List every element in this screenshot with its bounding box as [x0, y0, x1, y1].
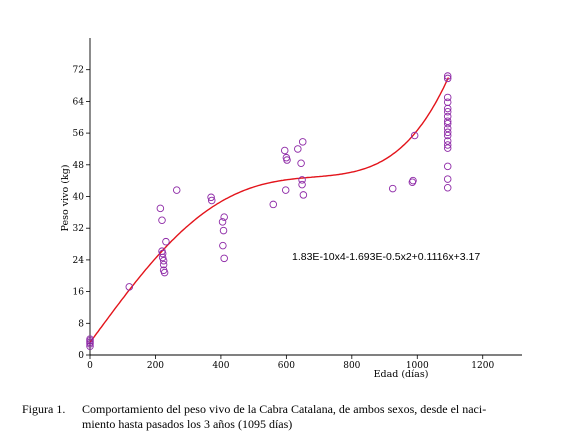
data-point [280, 146, 289, 155]
data-point [443, 98, 452, 106]
data-point [218, 218, 227, 226]
data-point [294, 145, 302, 153]
y-tick-label: 72 [73, 66, 84, 76]
data-point [162, 237, 170, 246]
data-point [86, 335, 94, 343]
y-tick-label: 40 [73, 193, 85, 203]
data-point [443, 124, 452, 133]
data-point [158, 249, 167, 258]
y-tick-label: 64 [73, 97, 85, 107]
data-point [283, 156, 291, 164]
data-point [443, 175, 452, 183]
y-tick-label: 0 [78, 351, 84, 361]
caption-line-1: Comportamiento del peso vivo de la Cabra… [82, 402, 487, 416]
data-point [443, 162, 452, 171]
data-point [220, 254, 228, 263]
y-tick-label: 56 [73, 129, 85, 139]
x-tick-label: 400 [212, 361, 229, 371]
data-point [443, 93, 452, 102]
data-point [443, 72, 452, 80]
data-point [219, 226, 228, 235]
y-axis-title: Peso vivo (kg) [60, 165, 71, 232]
data-point [443, 141, 452, 149]
data-point [281, 186, 290, 194]
data-point [298, 176, 306, 184]
x-tick-label: 1200 [471, 361, 494, 371]
data-point [443, 184, 452, 192]
chart: 0 200 400 600 800 1000 1200081624324048566472 … [60, 38, 522, 380]
data-point [443, 128, 452, 137]
data-point [298, 180, 306, 189]
x-tick-label: 200 [147, 361, 164, 371]
data-point [410, 131, 419, 140]
data-point [443, 107, 452, 116]
y-tick-label: 48 [73, 161, 85, 171]
ticks: 0 200 400 600 800 1000 1200 0 8 16 24 32 40 48 56 64 72 [73, 66, 495, 371]
data-point [269, 200, 278, 209]
data-point [86, 342, 94, 351]
x-axis-title: Edad (días) [374, 369, 429, 380]
trend-line [89, 77, 450, 343]
data-point [443, 112, 452, 121]
data-point [156, 204, 165, 213]
y-tick-label: 8 [78, 319, 84, 329]
x-tick-label: 1000 [406, 361, 429, 371]
figure-caption: Figura 1. Comportamiento del peso vivo de… [22, 402, 562, 432]
data-point [443, 144, 452, 152]
data-point [443, 74, 452, 83]
data-point [443, 137, 452, 145]
x-tick-label: 0 [87, 361, 93, 371]
y-tick-label: 32 [73, 224, 84, 234]
data-point [443, 119, 452, 128]
data-point [298, 138, 307, 146]
data-point [207, 193, 215, 202]
data-point [158, 216, 166, 225]
data-points [86, 72, 452, 351]
data-point [125, 283, 134, 291]
caption-line-2: miento hasta pasados los 3 años (1095 dí… [82, 417, 293, 431]
data-point [443, 104, 452, 113]
x-tick-label: 800 [343, 361, 360, 371]
data-point [158, 253, 167, 262]
y-tick-label: 16 [73, 288, 85, 298]
figure-label: Figura 1. [22, 402, 66, 416]
data-point [172, 186, 181, 194]
data-point [160, 268, 169, 277]
trend-equation: 1.83E-10x4-1.693E-0.5x2+0.1116x+3.17 [292, 251, 480, 263]
data-point [443, 131, 452, 140]
data-point [297, 159, 305, 167]
x-tick-label: 600 [278, 361, 295, 371]
data-point [159, 256, 168, 265]
data-point [219, 241, 227, 250]
data-point [409, 176, 417, 185]
data-point [159, 260, 168, 269]
data-point [443, 117, 452, 125]
data-point [388, 184, 397, 193]
data-point [220, 213, 228, 221]
data-point [207, 196, 216, 205]
data-point [299, 191, 308, 199]
y-tick-label: 24 [73, 256, 85, 266]
